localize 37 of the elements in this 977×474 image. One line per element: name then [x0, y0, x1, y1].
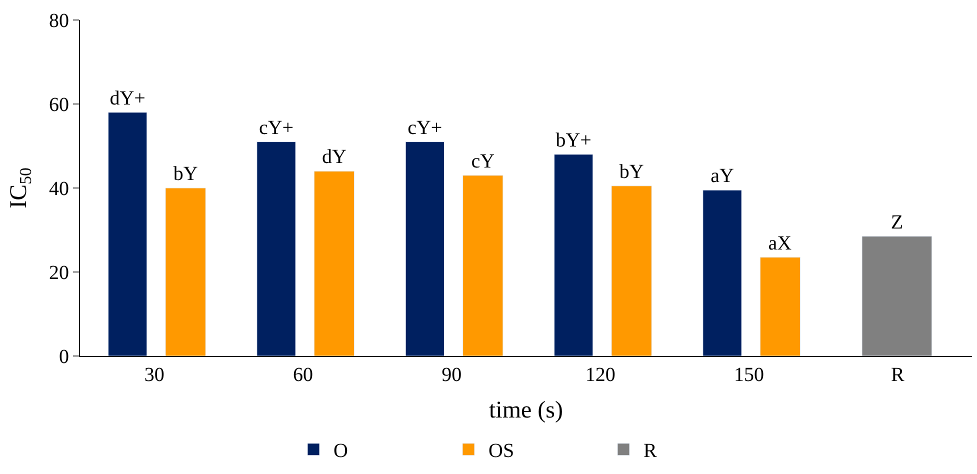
data-label: bY [173, 163, 198, 185]
data-label: dY+ [110, 87, 146, 110]
legend-label: OS [488, 440, 514, 462]
data-label: aY [710, 165, 734, 188]
bar [862, 236, 932, 356]
y-tick-label: 60 [49, 94, 69, 116]
x-tick-label: 150 [734, 364, 764, 386]
data-label: dY [322, 146, 346, 168]
bar [165, 188, 206, 356]
y-tick-label: 0 [59, 346, 69, 368]
data-label: cY+ [408, 116, 442, 139]
bar [108, 112, 148, 356]
x-tick-label: 120 [585, 364, 616, 386]
x-axis-title: time (s) [489, 397, 563, 424]
bar [256, 142, 296, 356]
legend-label: R [644, 440, 658, 462]
y-tick-label: 40 [49, 178, 69, 200]
x-tick-label: 90 [442, 364, 462, 386]
x-tick-label: 60 [293, 364, 313, 386]
x-tick-label: 30 [144, 364, 164, 386]
data-label: bY [619, 160, 644, 183]
x-tick-label: R [891, 364, 905, 386]
data-label: Z [890, 211, 904, 234]
bar [462, 175, 504, 356]
data-label: aX [768, 232, 792, 254]
bar [314, 170, 355, 356]
legend-label: O [334, 440, 348, 462]
bar [405, 142, 444, 356]
bar [760, 257, 801, 356]
data-label: bY+ [556, 129, 592, 152]
data-label: cY [471, 150, 495, 172]
y-tick-label: 80 [49, 10, 69, 32]
data-label: cY+ [258, 116, 294, 139]
bar [554, 154, 594, 356]
y-tick-label: 20 [49, 262, 69, 284]
bar [702, 190, 742, 356]
bar [611, 186, 652, 356]
